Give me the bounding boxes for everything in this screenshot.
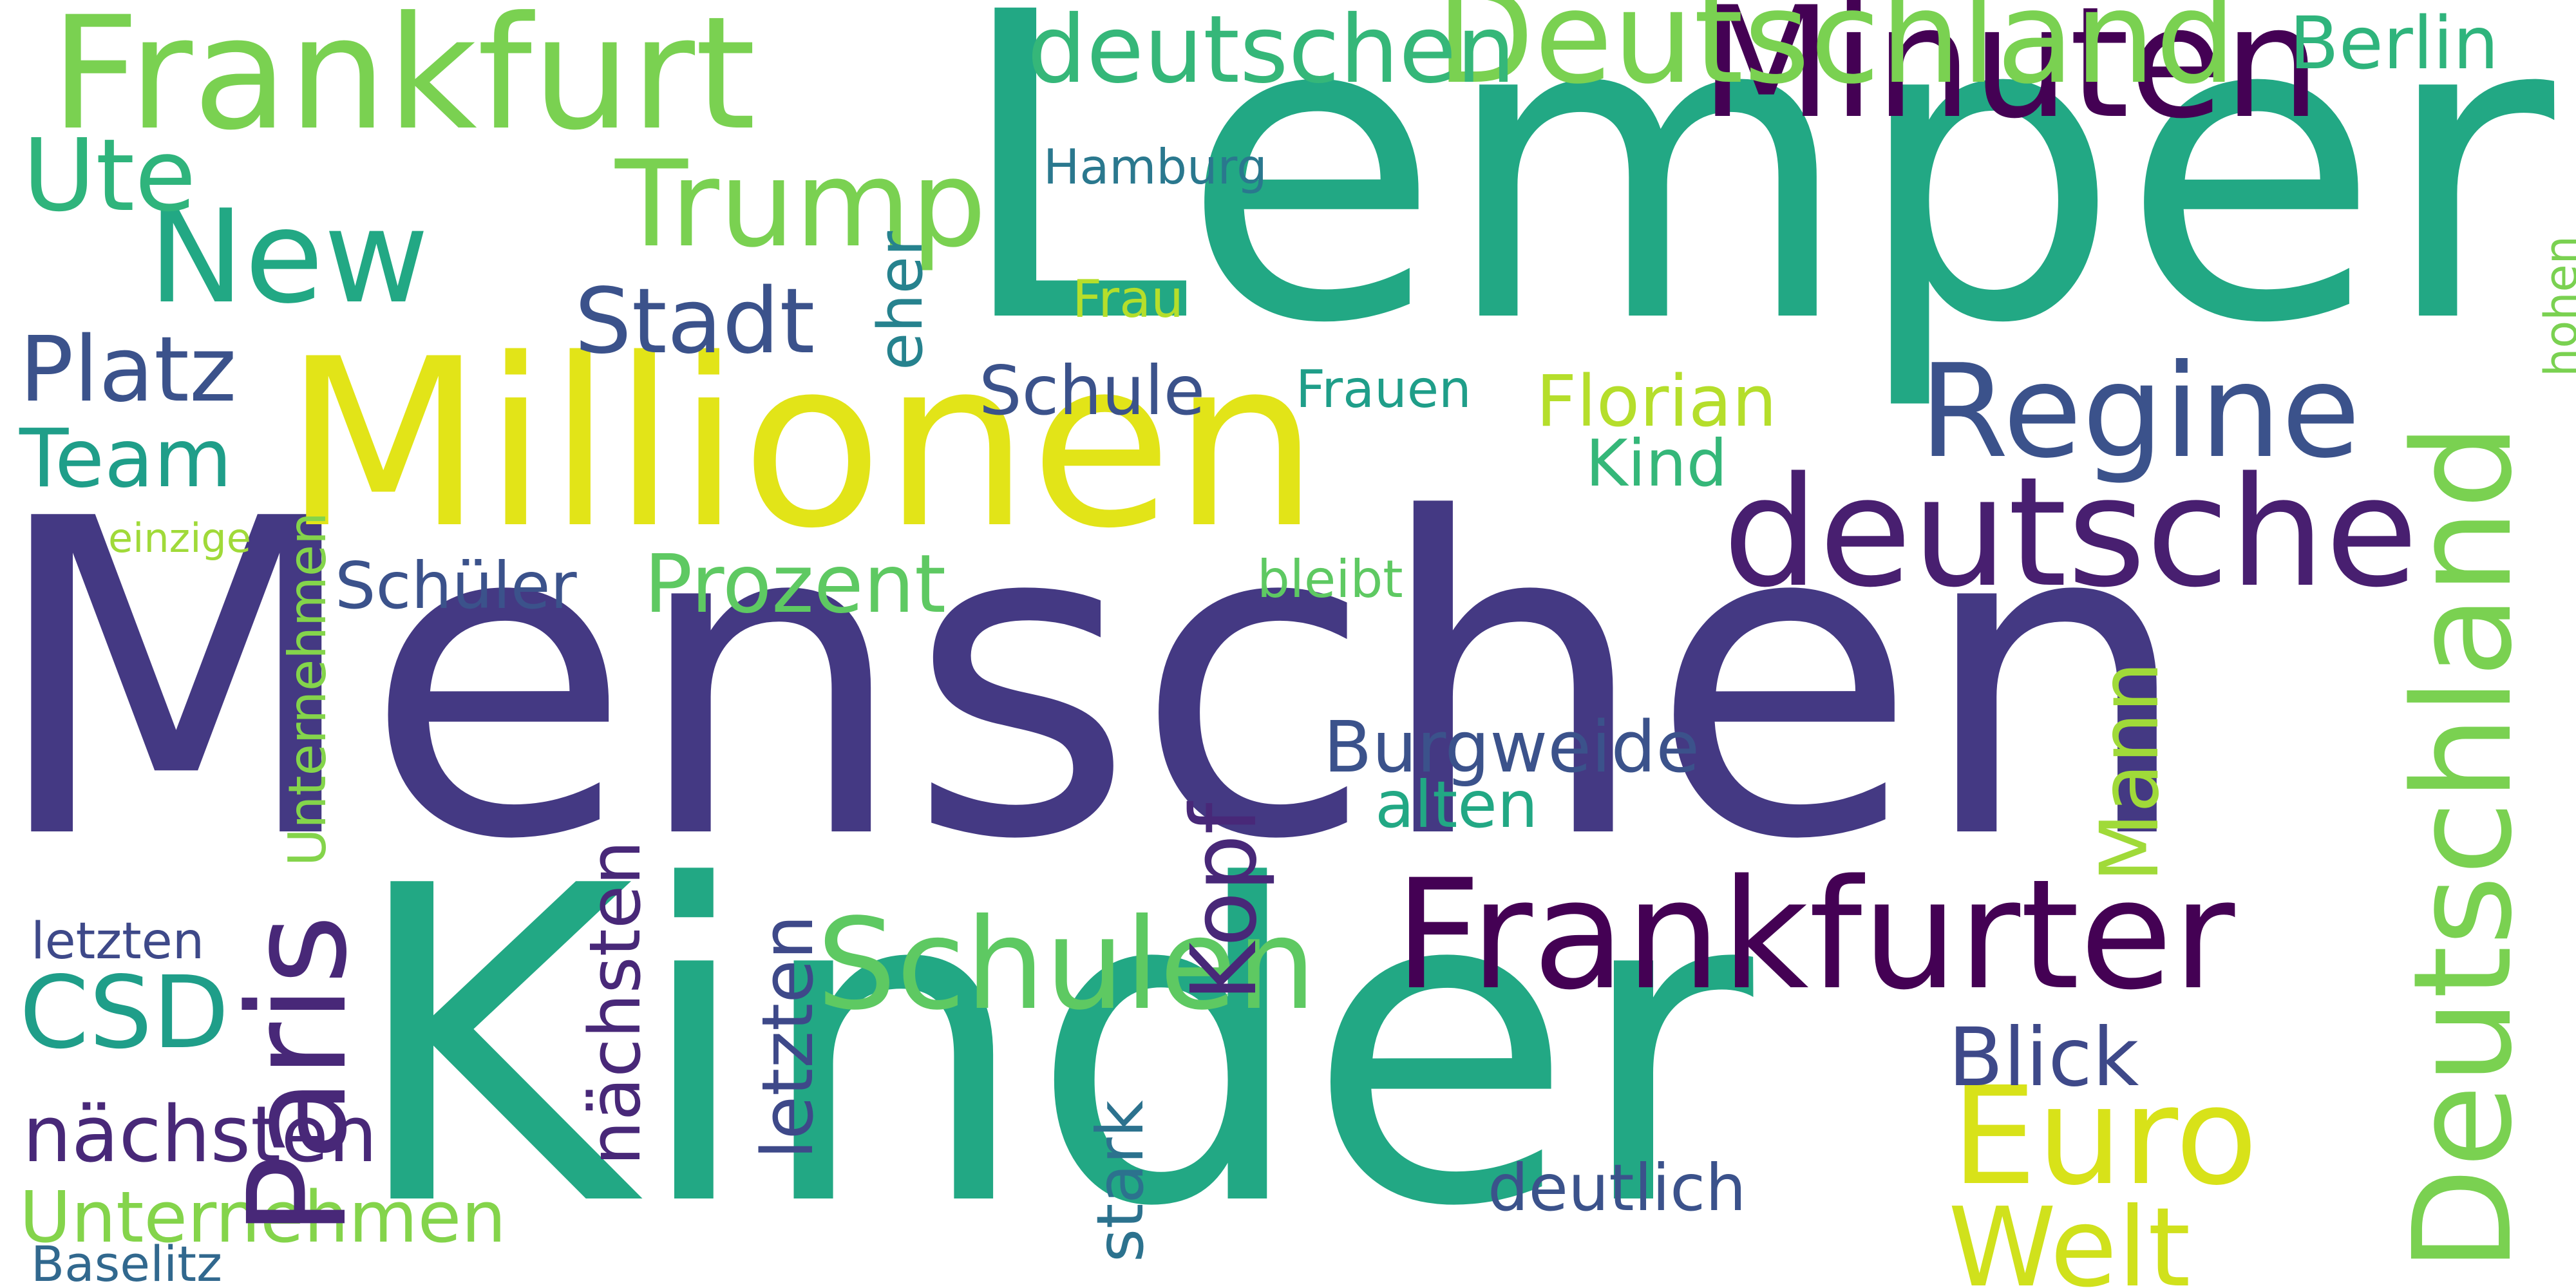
word-frau: Hamburg xyxy=(1043,138,1267,195)
word-team: Platz xyxy=(19,317,237,422)
word-platz: Stadt xyxy=(574,269,815,374)
word-menschen: Menschen xyxy=(0,428,2194,934)
word-florian: Frauen xyxy=(1296,359,1472,419)
word-frauen: Schule xyxy=(979,352,1206,430)
word-minuten: Minuten xyxy=(1700,0,2321,153)
word-kinder: Kinder xyxy=(348,795,1754,1288)
word-csd: Schulen xyxy=(817,891,1316,1037)
word-trump: New xyxy=(148,182,430,332)
word-millionen: Millionen xyxy=(283,309,1320,579)
word-berlin: deutschen xyxy=(1027,0,1516,104)
word-unternehmen: nächsten xyxy=(574,840,656,1166)
word-welt: Euro xyxy=(1951,1057,2258,1215)
word-deutschland: Deutschland xyxy=(2384,423,2542,1272)
word-genau: Unternehmen xyxy=(19,1176,506,1258)
word-deutsche: deutsche xyxy=(1723,445,2418,621)
word-kind: Florian xyxy=(1536,360,1777,442)
word-ute: Trump xyxy=(615,135,987,274)
word-burgweide: bleibt xyxy=(1257,549,1403,609)
word-prozent: Kopf xyxy=(1172,802,1277,1001)
word-euro: Paris xyxy=(219,914,377,1236)
word-lemper: Lemper xyxy=(953,0,2555,415)
word-bleibt: Frau xyxy=(1072,269,1184,329)
word-deutlich: Blick xyxy=(1948,1011,2139,1104)
word-blick: Mann xyxy=(2083,661,2177,882)
word-stark: deutlich xyxy=(1488,1150,1747,1226)
word-juli: nächsten xyxy=(23,1090,378,1180)
word-new: Deutschland xyxy=(1436,0,2237,112)
word-alten: Burgweide xyxy=(1323,706,1700,788)
word-schulen: Welt xyxy=(1948,1184,2191,1288)
word-baselitz: Unternehmen xyxy=(278,512,337,866)
word-einzige: letzten xyxy=(31,913,205,971)
word-naechsten: letzten xyxy=(746,914,829,1159)
word-de: einzige xyxy=(108,515,251,562)
word-schule: Schüler xyxy=(335,548,577,623)
word-eher: Kind xyxy=(1586,426,1728,501)
word-hamburg: eher xyxy=(866,231,936,370)
word-hohen: hohen xyxy=(2535,236,2576,377)
word-deutschen-small: Baselitz xyxy=(31,1235,222,1288)
word-deutschen: Ute xyxy=(23,117,196,234)
word-frankfurt: Frankfurt xyxy=(50,0,756,165)
word-stadt: Regine xyxy=(1919,337,2361,487)
word-mann: alten xyxy=(1375,767,1539,842)
word-frankfurter: Frankfurter xyxy=(1394,848,2235,1023)
word-letzten: stark xyxy=(1083,1100,1158,1262)
word-paris: Team xyxy=(19,412,232,506)
word-schueler: Prozent xyxy=(644,538,947,631)
word-kopf: CSD xyxy=(19,954,229,1071)
word-regine: Berlin xyxy=(2289,2,2499,86)
